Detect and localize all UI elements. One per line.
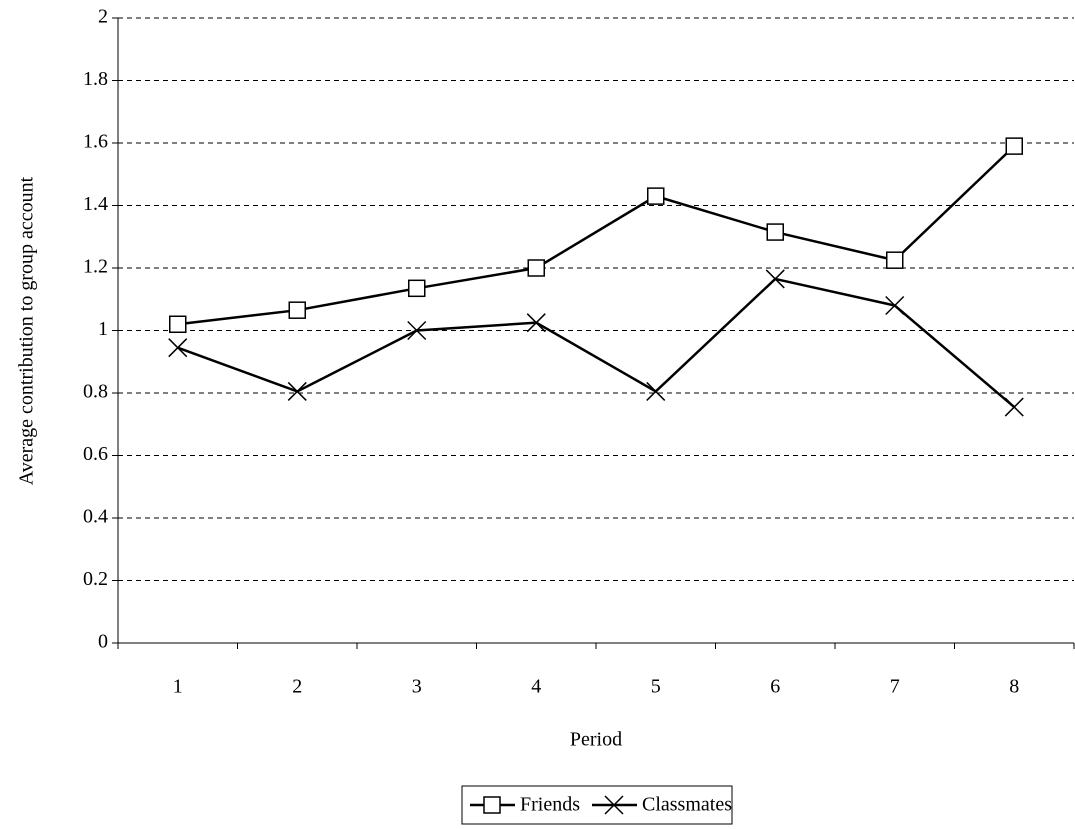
y-axis-label: Average contribution to group account xyxy=(16,176,38,485)
legend-label: Friends xyxy=(520,794,580,816)
data-point xyxy=(1004,397,1024,417)
data-point xyxy=(646,381,666,401)
data-point xyxy=(647,187,665,205)
y-tick-label: 0.6 xyxy=(83,443,108,465)
y-tick-label: 1.6 xyxy=(83,131,108,153)
y-tick-label: 0 xyxy=(98,631,108,653)
legend-marker xyxy=(604,795,624,815)
data-point xyxy=(766,223,784,241)
data-point xyxy=(527,259,545,277)
y-tick-label: 1.4 xyxy=(83,193,108,215)
legend-label: Classmates xyxy=(642,794,732,816)
x-tick-label: 1 xyxy=(173,676,183,698)
legend-marker xyxy=(483,796,501,814)
data-point xyxy=(287,381,307,401)
x-axis-label: Period xyxy=(570,729,622,751)
data-point xyxy=(886,251,904,269)
x-tick-label: 2 xyxy=(292,676,302,698)
x-tick-label: 3 xyxy=(412,676,422,698)
y-tick-label: 0.2 xyxy=(83,568,108,590)
data-point xyxy=(168,338,188,358)
x-tick-label: 5 xyxy=(651,676,661,698)
data-point xyxy=(408,279,426,298)
x-tick-label: 7 xyxy=(890,676,900,698)
x-tick-label: 8 xyxy=(1009,676,1019,698)
y-tick-label: 2 xyxy=(98,6,108,28)
y-tick-label: 1.2 xyxy=(83,256,108,278)
data-point xyxy=(1005,137,1023,155)
y-tick-label: 0.8 xyxy=(83,381,108,403)
x-tick-label: 6 xyxy=(770,676,780,698)
y-tick-label: 1 xyxy=(98,318,108,340)
data-point xyxy=(885,295,905,316)
legend: Friends Classmates xyxy=(461,785,733,825)
y-tick-label: 1.8 xyxy=(83,68,108,90)
y-tick-label: 0.4 xyxy=(83,506,108,528)
data-point xyxy=(526,313,546,333)
data-point xyxy=(407,320,427,341)
data-point xyxy=(169,315,187,333)
series-line xyxy=(177,145,1016,326)
data-point xyxy=(765,269,785,289)
x-tick-label: 4 xyxy=(531,676,541,698)
series-line xyxy=(177,277,1016,409)
data-point xyxy=(288,301,306,319)
